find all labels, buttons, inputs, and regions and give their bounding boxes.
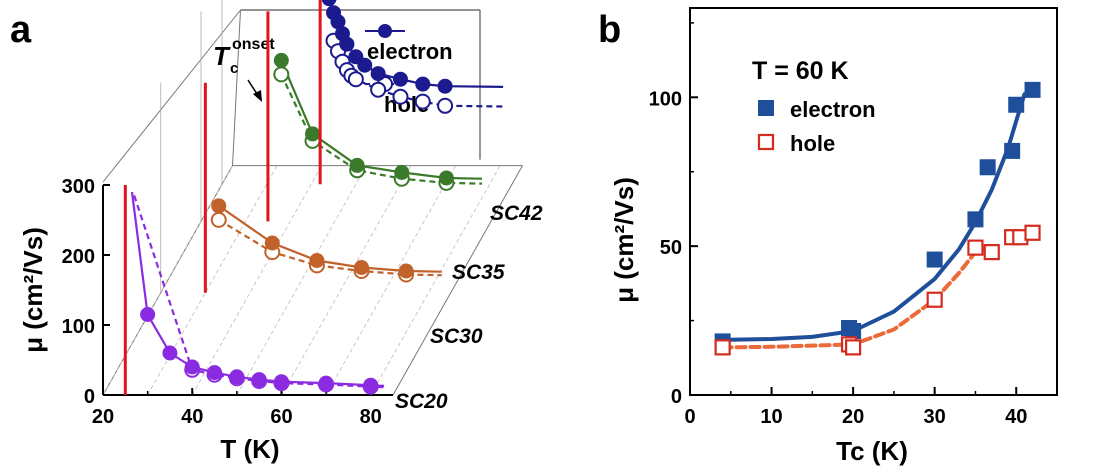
point-electron-sc35 — [438, 170, 454, 186]
b-point-hole — [967, 239, 984, 256]
b-y-tick-label: 100 — [649, 88, 682, 110]
b-legend-hole-label: hole — [790, 131, 835, 156]
legend-electron-label: electron — [367, 39, 453, 64]
point-electron-sc30 — [264, 235, 280, 251]
point-electron-sc42 — [330, 14, 346, 30]
a-x-axis-label: T (K) — [220, 434, 279, 464]
point-electron-sc30 — [309, 253, 325, 268]
b-point-electron — [979, 159, 996, 176]
floor-gridline — [236, 165, 367, 396]
panel-b-label: b — [598, 9, 621, 51]
b-point-hole — [1024, 224, 1041, 241]
point-electron-sc42 — [392, 71, 408, 87]
tc-onset-symbol: T — [213, 41, 231, 71]
floor-gridline — [370, 165, 501, 396]
b-legend-electron-marker — [758, 100, 774, 116]
b-point-hole — [714, 339, 731, 356]
b-x-tick-label: 10 — [760, 406, 782, 428]
b-point-hole — [983, 244, 1000, 261]
b-point-electron — [926, 251, 943, 268]
point-electron-sc42 — [370, 66, 386, 82]
point-electron-sc20 — [140, 307, 156, 322]
point-hole-sc42 — [437, 97, 454, 114]
point-electron-sc20 — [273, 374, 289, 390]
b-legend-hole-marker — [757, 133, 775, 151]
b-legend-electron-label: electron — [790, 97, 876, 122]
b-y-tick-label: 0 — [671, 386, 682, 408]
floor-gridline — [325, 165, 456, 396]
point-hole-sc42 — [370, 81, 387, 98]
b-y-tick-label: 50 — [660, 237, 682, 259]
a-y-tick-label: 200 — [62, 246, 95, 268]
floor-right-edge — [392, 165, 523, 396]
point-electron-sc42 — [321, 0, 337, 7]
point-electron-sc30 — [354, 260, 370, 275]
b-point-electron — [1024, 81, 1041, 98]
point-electron-sc20 — [251, 372, 267, 388]
point-electron-sc30 — [398, 263, 414, 279]
point-electron-sc20 — [207, 365, 223, 381]
b-point-electron — [1004, 142, 1021, 159]
point-electron-sc42 — [339, 36, 355, 52]
panel-a-label: a — [10, 9, 32, 51]
point-electron-sc20 — [363, 377, 379, 393]
floor-gridline — [191, 165, 323, 396]
b-x-tick-label: 40 — [1005, 406, 1027, 428]
series-label-sc42: SC42 — [490, 202, 543, 225]
a-y-tick-label: 0 — [84, 386, 95, 408]
b-fit-hole — [720, 244, 994, 350]
b-point-electron — [967, 211, 984, 228]
series-label-sc30: SC30 — [430, 325, 483, 348]
point-electron-sc20 — [184, 359, 200, 375]
b-x-tick-label: 0 — [684, 406, 695, 428]
a-y-tick-label: 300 — [62, 176, 95, 198]
b-x-axis-label: Tc (K) — [836, 436, 908, 466]
a-x-tick-label: 60 — [270, 406, 292, 428]
point-electron-sc42 — [357, 57, 373, 73]
point-electron-sc35 — [394, 164, 410, 180]
point-hole-sc42 — [392, 88, 409, 105]
series-label-sc20: SC20 — [395, 390, 448, 413]
b-point-hole — [926, 291, 943, 308]
tc-onset-subscript: c — [230, 60, 238, 77]
point-electron-sc35 — [349, 157, 365, 173]
b-point-electron — [1008, 96, 1025, 113]
series-label-sc35: SC35 — [452, 261, 505, 284]
tc-onset-superscript: onset — [232, 36, 275, 53]
point-electron-sc42 — [415, 76, 431, 92]
chart-panel-a: a 0 100 200 300 20 40 60 80 μ (cm²/Vs) T (K) SC20 SC… — [10, 0, 543, 464]
point-electron-sc20 — [162, 345, 178, 361]
point-electron-sc20 — [318, 375, 334, 391]
point-electron-sc35 — [305, 126, 321, 142]
b-x-tick-label: 20 — [842, 406, 864, 428]
point-electron-sc35 — [273, 52, 289, 68]
a-y-tick-label: 100 — [62, 316, 95, 338]
point-electron-sc20 — [229, 369, 245, 385]
a-x-tick-label: 20 — [92, 406, 114, 428]
point-electron-sc42 — [437, 78, 453, 94]
frame-back-left-edge — [232, 9, 241, 166]
floor-gridline — [281, 165, 412, 396]
a-x-tick-label: 40 — [181, 406, 203, 428]
b-point-hole — [845, 339, 862, 356]
point-hole-sc42 — [414, 93, 431, 110]
frame-top-diagonal — [102, 9, 241, 183]
legend-electron-marker — [378, 24, 392, 38]
b-plot-frame — [689, 7, 1058, 396]
b-y-axis-label: μ (cm²/Vs) — [609, 177, 639, 303]
b-point-electron — [845, 322, 862, 339]
b-x-tick-label: 30 — [924, 406, 946, 428]
point-hole-sc42 — [347, 71, 364, 88]
a-x-tick-label: 80 — [360, 406, 382, 428]
b-temperature-annotation: T = 60 K — [752, 57, 849, 85]
point-electron-sc30 — [211, 198, 227, 214]
tc-onset-arrowhead — [253, 90, 262, 102]
a-y-axis-label: μ (cm²/Vs) — [18, 227, 48, 353]
